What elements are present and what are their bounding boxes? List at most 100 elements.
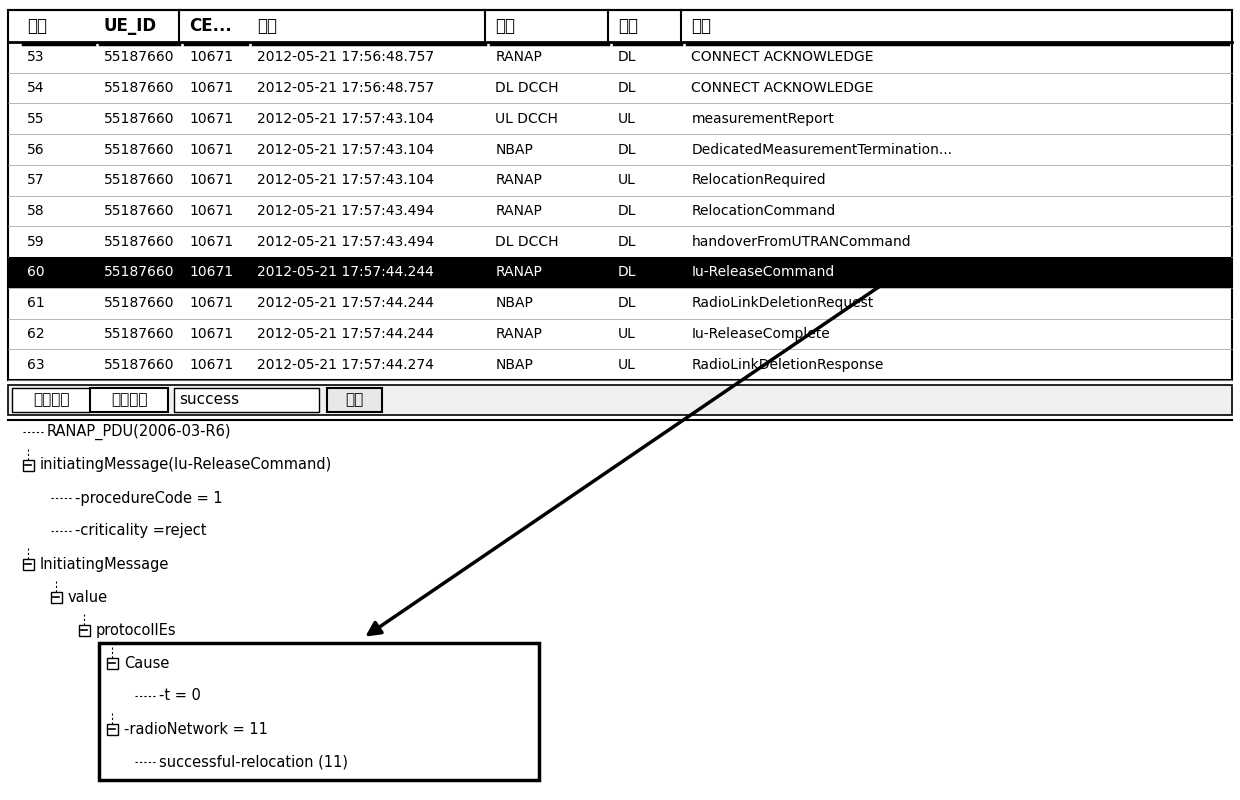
Text: CE...: CE...: [190, 17, 232, 35]
Text: 2012-05-21 17:57:43.104: 2012-05-21 17:57:43.104: [257, 112, 434, 126]
Text: UL: UL: [618, 327, 636, 341]
Bar: [107, 658, 118, 669]
Text: 2012-05-21 17:56:48.757: 2012-05-21 17:56:48.757: [257, 81, 434, 95]
Text: 10671: 10671: [190, 174, 233, 187]
Text: 55187660: 55187660: [104, 358, 175, 372]
Text: DL DCCH: DL DCCH: [496, 234, 559, 249]
Text: -procedureCode = 1: -procedureCode = 1: [74, 490, 223, 506]
Text: RadioLinkDeletionResponse: RadioLinkDeletionResponse: [692, 358, 884, 372]
Text: NBAP: NBAP: [496, 296, 533, 310]
Text: 序号: 序号: [27, 17, 47, 35]
Bar: [7, 385, 1233, 415]
Text: RANAP: RANAP: [496, 174, 542, 187]
Text: CONNECT ACKNOWLEDGE: CONNECT ACKNOWLEDGE: [692, 81, 874, 95]
Bar: [78, 625, 89, 635]
Text: 2012-05-21 17:57:44.244: 2012-05-21 17:57:44.244: [257, 266, 434, 279]
Text: 消息: 消息: [692, 17, 712, 35]
Text: -radioNetwork = 11: -radioNetwork = 11: [124, 722, 268, 737]
Text: DL: DL: [618, 142, 636, 157]
Text: 查找: 查找: [346, 393, 363, 407]
Bar: [91, 388, 167, 412]
Text: 2012-05-21 17:57:44.244: 2012-05-21 17:57:44.244: [257, 296, 434, 310]
Text: 10671: 10671: [190, 266, 233, 279]
Text: success: success: [179, 393, 239, 407]
Text: DL: DL: [618, 81, 636, 95]
Text: -t = 0: -t = 0: [159, 689, 201, 703]
Bar: [22, 459, 33, 470]
Bar: [174, 388, 319, 412]
Bar: [22, 558, 33, 570]
Text: DL: DL: [618, 204, 636, 218]
Text: UL: UL: [618, 112, 636, 126]
Text: 62: 62: [27, 327, 45, 341]
Text: NBAP: NBAP: [496, 142, 533, 157]
Text: 55187660: 55187660: [104, 234, 175, 249]
Text: 55187660: 55187660: [104, 204, 175, 218]
Text: UL DCCH: UL DCCH: [496, 112, 558, 126]
Text: DL: DL: [618, 50, 636, 64]
Bar: [51, 591, 62, 602]
Text: -criticality =reject: -criticality =reject: [74, 523, 207, 538]
Bar: [7, 10, 1233, 380]
Text: 2012-05-21 17:57:44.244: 2012-05-21 17:57:44.244: [257, 327, 434, 341]
Text: 树形显示: 树形显示: [110, 393, 148, 407]
Text: DL: DL: [618, 266, 636, 279]
Text: 56: 56: [27, 142, 45, 157]
Text: 55187660: 55187660: [104, 142, 175, 157]
Text: measurementReport: measurementReport: [692, 112, 835, 126]
Text: 10671: 10671: [190, 327, 233, 341]
Text: 63: 63: [27, 358, 45, 372]
Text: initiatingMessage(Iu-ReleaseCommand): initiatingMessage(Iu-ReleaseCommand): [40, 458, 332, 473]
Text: 2012-05-21 17:56:48.757: 2012-05-21 17:56:48.757: [257, 50, 434, 64]
Text: InitiatingMessage: InitiatingMessage: [40, 557, 170, 571]
Text: 55187660: 55187660: [104, 50, 175, 64]
Text: RANAP: RANAP: [496, 266, 542, 279]
Bar: [107, 723, 118, 734]
Text: DL DCCH: DL DCCH: [496, 81, 559, 95]
Text: 10671: 10671: [190, 81, 233, 95]
Text: UE_ID: UE_ID: [104, 17, 157, 35]
Text: Iu-ReleaseCommand: Iu-ReleaseCommand: [692, 266, 835, 279]
Text: successful-relocation (11): successful-relocation (11): [159, 754, 348, 770]
Text: 2012-05-21 17:57:43.494: 2012-05-21 17:57:43.494: [257, 234, 434, 249]
Text: 55187660: 55187660: [104, 327, 175, 341]
Text: 54: 54: [27, 81, 45, 95]
Text: 61: 61: [27, 296, 45, 310]
Text: RadioLinkDeletionRequest: RadioLinkDeletionRequest: [692, 296, 873, 310]
Text: DL: DL: [618, 234, 636, 249]
Text: 2012-05-21 17:57:43.104: 2012-05-21 17:57:43.104: [257, 142, 434, 157]
Text: 10671: 10671: [190, 142, 233, 157]
Bar: [99, 643, 539, 780]
Text: 10671: 10671: [190, 358, 233, 372]
Bar: [9, 257, 1231, 288]
Text: 2012-05-21 17:57:44.274: 2012-05-21 17:57:44.274: [257, 358, 434, 372]
Text: RANAP: RANAP: [496, 50, 542, 64]
Text: Iu-ReleaseComplete: Iu-ReleaseComplete: [692, 327, 830, 341]
Text: RANAP: RANAP: [496, 204, 542, 218]
Text: 10671: 10671: [190, 204, 233, 218]
Text: DedicatedMeasurementTermination...: DedicatedMeasurementTermination...: [692, 142, 952, 157]
Text: 55187660: 55187660: [104, 81, 175, 95]
Text: UL: UL: [618, 358, 636, 372]
Text: 55187660: 55187660: [104, 296, 175, 310]
Text: 2012-05-21 17:57:43.104: 2012-05-21 17:57:43.104: [257, 174, 434, 187]
Text: 方向: 方向: [618, 17, 637, 35]
Bar: [12, 388, 91, 412]
Text: 55187660: 55187660: [104, 112, 175, 126]
Text: CONNECT ACKNOWLEDGE: CONNECT ACKNOWLEDGE: [692, 50, 874, 64]
Text: 2012-05-21 17:57:43.494: 2012-05-21 17:57:43.494: [257, 204, 434, 218]
Text: 10671: 10671: [190, 112, 233, 126]
Text: 时间: 时间: [257, 17, 277, 35]
Text: NBAP: NBAP: [496, 358, 533, 372]
Text: value: value: [68, 590, 108, 605]
Text: 10671: 10671: [190, 50, 233, 64]
Text: 58: 58: [27, 204, 45, 218]
Text: 55187660: 55187660: [104, 266, 175, 279]
Text: 10671: 10671: [190, 234, 233, 249]
Text: 文本显示: 文本显示: [32, 393, 69, 407]
Text: Cause: Cause: [124, 655, 170, 670]
Text: 10671: 10671: [190, 296, 233, 310]
Text: 59: 59: [27, 234, 45, 249]
Bar: [327, 388, 382, 412]
Text: 协议: 协议: [496, 17, 516, 35]
